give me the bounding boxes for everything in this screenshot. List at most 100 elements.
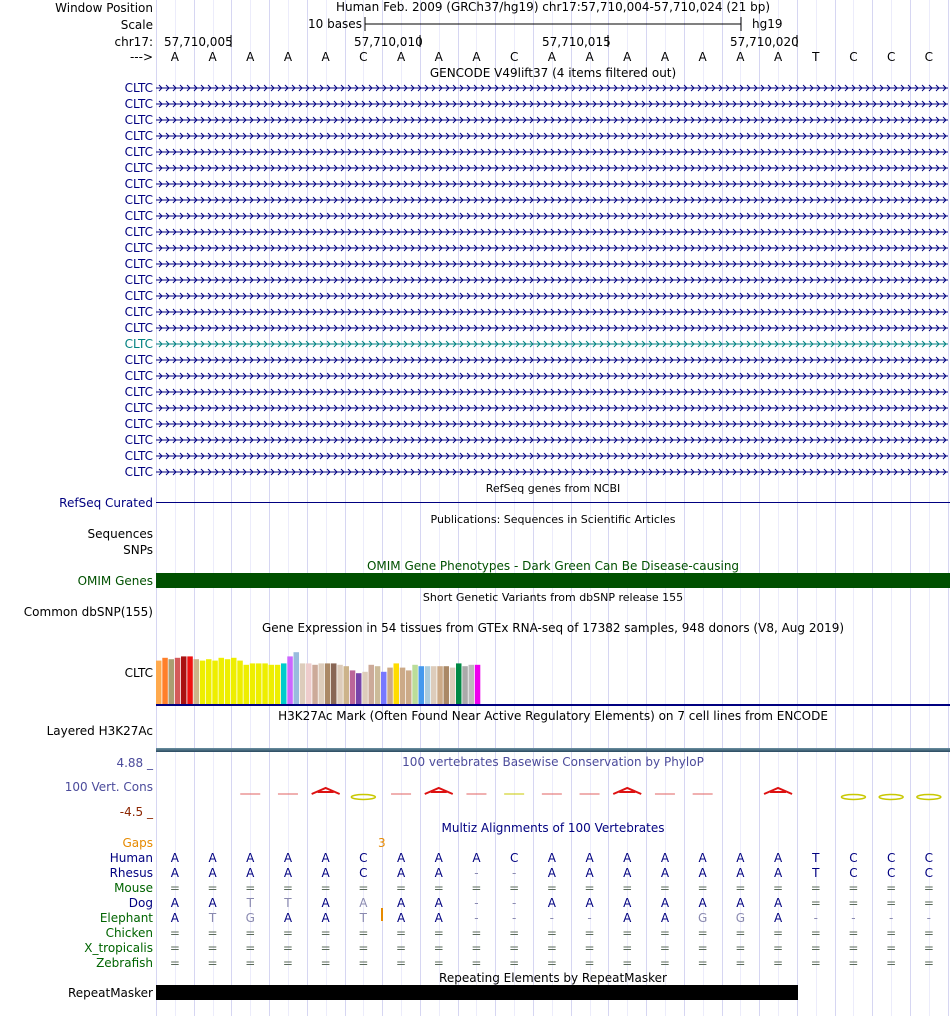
aligned-base: A — [585, 896, 594, 910]
gencode-transcript[interactable] — [156, 99, 948, 109]
gencode-transcript-label[interactable]: CLTC — [124, 81, 153, 95]
species-alignment-row: = = = = = = = = = = = = = = = = = = = = = — [156, 941, 950, 955]
gencode-transcript-label[interactable]: CLTC — [124, 273, 153, 287]
gencode-transcript-label[interactable]: CLTC — [124, 129, 153, 143]
gtex-gene-label[interactable]: CLTC — [124, 666, 153, 680]
species-label[interactable]: Mouse — [114, 881, 153, 895]
h3k27ac-signal[interactable] — [156, 748, 950, 752]
omim-label[interactable]: OMIM Genes — [77, 574, 153, 588]
aligned-base: = — [245, 881, 256, 895]
gencode-transcript[interactable] — [156, 467, 948, 477]
gencode-transcript[interactable] — [156, 163, 948, 173]
species-label[interactable]: Elephant — [99, 911, 153, 925]
h3k27ac-title[interactable]: H3K27Ac Mark (Often Found Near Active Re… — [278, 709, 828, 723]
gencode-transcript-label[interactable]: CLTC — [124, 337, 153, 351]
species-label[interactable]: Rhesus — [109, 866, 153, 880]
gencode-transcript-label[interactable]: CLTC — [124, 241, 153, 255]
aligned-base: = — [622, 881, 633, 895]
aligned-base: C — [924, 866, 934, 880]
refseq-title[interactable]: RefSeq genes from NCBI — [485, 482, 621, 495]
gencode-transcript-label[interactable]: CLTC — [124, 369, 153, 383]
species-label[interactable]: X_tropicalis — [84, 941, 153, 955]
aligned-base: = — [886, 896, 897, 910]
gencode-transcript-label[interactable]: CLTC — [124, 289, 153, 303]
species-label[interactable]: Chicken — [105, 926, 153, 940]
gencode-transcript-label[interactable]: CLTC — [124, 97, 153, 111]
aligned-base: C — [359, 851, 368, 865]
repeatmasker-label[interactable]: RepeatMasker — [67, 986, 153, 1000]
gencode-transcript[interactable] — [156, 179, 948, 189]
gencode-transcript[interactable] — [156, 147, 948, 157]
repeat-element-bar[interactable] — [156, 985, 798, 1000]
snps-label[interactable]: SNPs — [123, 543, 153, 557]
gencode-transcript-label[interactable]: CLTC — [124, 449, 153, 463]
gencode-transcript[interactable] — [156, 195, 948, 205]
gencode-transcript-label[interactable]: CLTC — [124, 321, 153, 335]
aligned-base: = — [584, 956, 595, 970]
omim-gene-bar[interactable] — [156, 573, 950, 588]
species-label[interactable]: Human — [109, 851, 153, 865]
gencode-transcript-label[interactable]: CLTC — [124, 225, 153, 239]
gencode-transcript-label[interactable]: CLTC — [124, 433, 153, 447]
gencode-transcript[interactable] — [156, 323, 948, 333]
gencode-transcript[interactable] — [156, 83, 948, 93]
sequences-label[interactable]: Sequences — [87, 527, 153, 541]
gencode-transcript-label[interactable]: CLTC — [124, 177, 153, 191]
gencode-transcript[interactable] — [156, 307, 948, 317]
gencode-transcript[interactable] — [156, 355, 948, 365]
gencode-title[interactable]: GENCODE V49lift37 (4 items filtered out) — [429, 66, 677, 80]
gtex-tissue-bar — [312, 664, 318, 704]
refseq-label[interactable]: RefSeq Curated — [59, 496, 153, 510]
gencode-transcript[interactable] — [156, 211, 948, 221]
gtex-bar-chart[interactable] — [156, 634, 950, 706]
publications-title[interactable]: Publications: Sequences in Scientific Ar… — [430, 513, 676, 526]
multiz-title[interactable]: Multiz Alignments of 100 Vertebrates — [441, 821, 665, 835]
cons-title[interactable]: 100 vertebrates Basewise Conservation by… — [402, 755, 704, 769]
omim-title[interactable]: OMIM Gene Phenotypes - Dark Green Can Be… — [366, 559, 740, 573]
gencode-transcript-label[interactable]: CLTC — [124, 145, 153, 159]
h3k27ac-label[interactable]: Layered H3K27Ac — [46, 724, 153, 738]
gencode-transcript[interactable] — [156, 275, 948, 285]
gencode-transcript-label[interactable]: CLTC — [124, 353, 153, 367]
dbsnp-label[interactable]: Common dbSNP(155) — [23, 605, 153, 619]
gencode-transcript[interactable] — [156, 131, 948, 141]
gencode-transcript[interactable] — [156, 451, 948, 461]
species-label[interactable]: Zebrafish — [96, 956, 153, 970]
gencode-transcript-label[interactable]: CLTC — [124, 209, 153, 223]
refseq-gene-line[interactable] — [156, 502, 950, 503]
gtex-tissue-bar — [412, 664, 418, 704]
gencode-transcript-label[interactable]: CLTC — [124, 257, 153, 271]
dbsnp-title[interactable]: Short Genetic Variants from dbSNP releas… — [422, 591, 684, 604]
gencode-transcript[interactable] — [156, 435, 948, 445]
gencode-transcript-label[interactable]: CLTC — [124, 113, 153, 127]
gtex-title[interactable]: Gene Expression in 54 tissues from GTEx … — [261, 621, 845, 635]
aligned-base: - — [549, 911, 555, 925]
gencode-transcript-label[interactable]: CLTC — [124, 417, 153, 431]
cons-track-label[interactable]: 100 Vert. Cons — [64, 780, 153, 794]
gencode-transcript[interactable] — [156, 419, 948, 429]
aligned-base: = — [622, 926, 633, 940]
gencode-transcript-label[interactable]: CLTC — [124, 193, 153, 207]
gencode-transcript[interactable] — [156, 291, 948, 301]
gencode-transcript-label[interactable]: CLTC — [124, 305, 153, 319]
gtex-divider — [156, 704, 950, 706]
gencode-transcript-label[interactable]: CLTC — [124, 465, 153, 479]
gencode-transcript[interactable] — [156, 227, 948, 237]
species-label[interactable]: Dog — [128, 896, 153, 910]
gtex-tissue-bar — [212, 660, 218, 704]
gencode-transcript[interactable] — [156, 243, 948, 253]
gencode-transcript[interactable] — [156, 339, 948, 349]
gencode-transcript[interactable] — [156, 403, 948, 413]
gencode-transcript-label[interactable]: CLTC — [124, 161, 153, 175]
gencode-transcript[interactable] — [156, 371, 948, 381]
gencode-transcript-label[interactable]: CLTC — [124, 385, 153, 399]
gaps-label[interactable]: Gaps — [122, 836, 153, 850]
repeat-title[interactable]: Repeating Elements by RepeatMasker — [439, 971, 667, 985]
conservation-logo[interactable] — [156, 784, 950, 804]
gencode-transcript[interactable] — [156, 115, 948, 125]
gencode-transcript-label[interactable]: CLTC — [124, 401, 153, 415]
aligned-base: = — [471, 881, 482, 895]
gencode-transcript[interactable] — [156, 259, 948, 269]
gtex-tissue-bar — [293, 652, 299, 704]
gencode-transcript[interactable] — [156, 387, 948, 397]
